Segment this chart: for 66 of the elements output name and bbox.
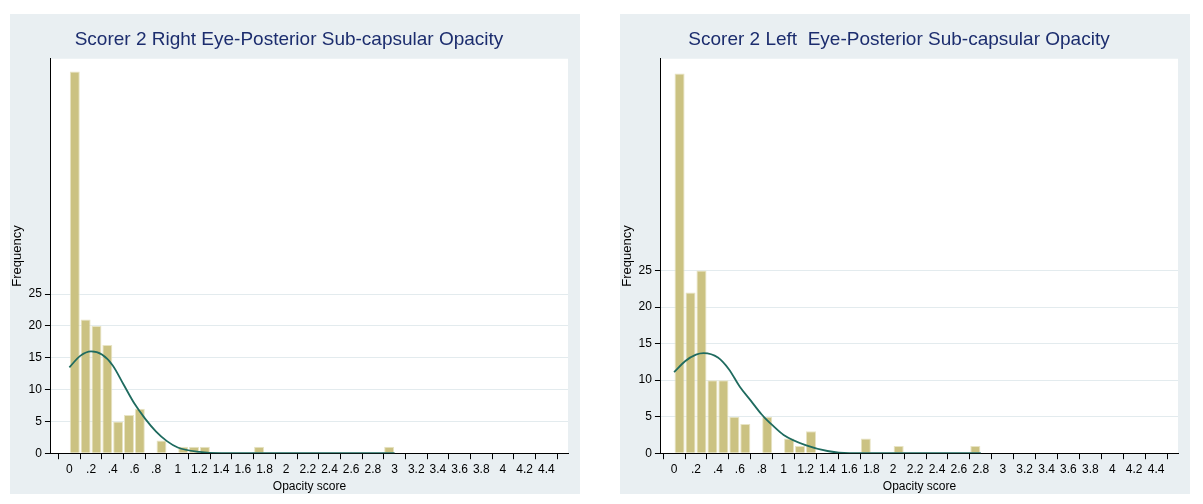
y-tick-label: 15 <box>28 350 43 365</box>
y-tick-label: 0 <box>35 445 43 460</box>
x-tick-label: 3.6 <box>451 461 469 476</box>
x-tick-label: 3.8 <box>1082 461 1100 476</box>
x-tick-label: 2 <box>282 461 290 476</box>
x-tick-label: 3.6 <box>1060 461 1078 476</box>
y-tick-label: 25 <box>638 262 653 277</box>
y-tick-label: 15 <box>638 335 653 350</box>
x-tick-label: 0 <box>66 461 74 476</box>
x-tick-label: .2 <box>690 461 702 476</box>
x-tick-label: 1.8 <box>256 461 274 476</box>
x-tick-label: 2.2 <box>299 461 317 476</box>
x-axis-title: Opacity score <box>272 479 347 494</box>
x-tick-label: .4 <box>712 461 724 476</box>
x-tick-label: 3 <box>999 461 1007 476</box>
x-tick-label: 3.2 <box>407 461 425 476</box>
x-tick-label: 3.4 <box>1038 461 1056 476</box>
x-tick-label: 1.4 <box>212 461 230 476</box>
x-tick-label: 3 <box>391 461 399 476</box>
x-tick-label: .6 <box>734 461 746 476</box>
x-tick-label: 2.4 <box>928 461 946 476</box>
x-tick-label: 4.2 <box>1125 461 1143 476</box>
x-tick-label: 4.4 <box>1147 461 1165 476</box>
chart-title: Scorer 2 Right Eye-Posterior Sub-capsular Opacity <box>74 27 504 49</box>
x-tick-label: 3.2 <box>1016 461 1034 476</box>
x-tick-label: .8 <box>756 461 768 476</box>
line-series <box>68 350 396 454</box>
x-axis-title: Opacity score <box>882 479 957 494</box>
y-tick-label: 20 <box>28 318 43 333</box>
x-tick-label: 4.2 <box>516 461 534 476</box>
line-series <box>673 352 982 454</box>
x-tick-label: .4 <box>107 461 119 476</box>
y-tick-label: 10 <box>28 381 43 396</box>
x-tick-label: 4 <box>499 461 507 476</box>
x-tick-label: .2 <box>86 461 97 476</box>
x-tick-label: 0 <box>670 461 678 476</box>
x-tick-label: 1 <box>780 461 788 476</box>
x-tick-label: 2 <box>889 461 897 476</box>
x-tick-label: 3.4 <box>429 461 447 476</box>
x-tick-label: 1 <box>174 461 182 476</box>
x-tick-label: 1.6 <box>234 461 252 476</box>
x-tick-label: 1.8 <box>862 461 880 476</box>
x-tick-label: 1.2 <box>191 461 209 476</box>
y-axis-title: Frequency <box>619 224 635 287</box>
x-tick-label: 1.4 <box>819 461 837 476</box>
chart-title: Scorer 2 Left Eye-Posterior Sub-capsular Opacity <box>688 27 1111 49</box>
x-tick-label: 2.4 <box>321 461 339 476</box>
y-tick-label: 0 <box>645 445 653 460</box>
x-tick-label: 2.6 <box>342 461 360 476</box>
y-axis-title: Frequency <box>9 224 25 287</box>
x-tick-label: 2.6 <box>950 461 968 476</box>
y-tick-label: 20 <box>638 299 653 314</box>
x-tick-label: .6 <box>129 461 140 476</box>
x-tick-label: 2.8 <box>364 461 382 476</box>
y-tick-label: 5 <box>35 413 43 428</box>
x-tick-label: 4.4 <box>537 461 555 476</box>
y-tick-label: 5 <box>645 408 653 423</box>
y-tick-label: 10 <box>638 372 653 387</box>
x-tick-label: 4 <box>1108 461 1116 476</box>
x-tick-label: .8 <box>151 461 162 476</box>
x-tick-label: 2.2 <box>906 461 924 476</box>
x-tick-label: 3.8 <box>472 461 490 476</box>
x-tick-label: 1.2 <box>797 461 815 476</box>
x-tick-label: 2.8 <box>972 461 990 476</box>
y-tick-label: 25 <box>28 286 43 301</box>
x-tick-label: 1.6 <box>841 461 859 476</box>
